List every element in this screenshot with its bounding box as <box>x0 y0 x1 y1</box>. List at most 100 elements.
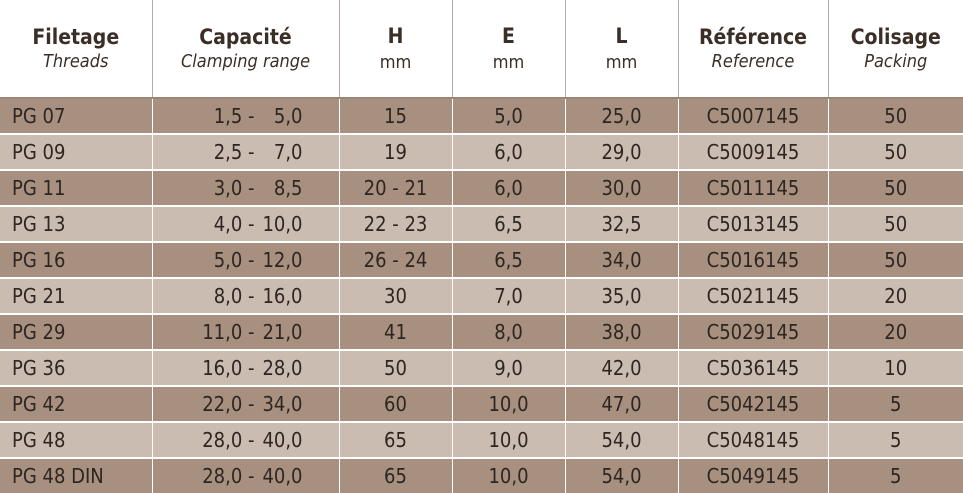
cell-clamping-range: 28,0 -40,0 <box>152 458 339 493</box>
cell-h: 22 - 23 <box>339 206 452 242</box>
cell-reference: C5011145 <box>678 170 828 206</box>
header-reference-fr: Référence <box>679 24 828 50</box>
cell-clamping-min: 16,0 - <box>177 356 255 380</box>
header-row: Filetage Threads Capacité Clamping range… <box>0 0 963 98</box>
cell-l: 42,0 <box>565 350 678 386</box>
header-h-label: H <box>340 23 452 49</box>
cell-clamping-max: 10,0 <box>255 212 303 236</box>
cell-packing: 20 <box>828 314 963 350</box>
cell-clamping-max: 28,0 <box>255 356 303 380</box>
cell-e: 8,0 <box>452 314 565 350</box>
cell-clamping-min: 28,0 - <box>177 464 255 488</box>
cell-packing: 5 <box>828 422 963 458</box>
cell-clamping-range: 8,0 -16,0 <box>152 278 339 314</box>
cell-clamping-min: 5,0 - <box>177 248 255 272</box>
cell-reference: C5042145 <box>678 386 828 422</box>
cell-clamping-max: 16,0 <box>255 284 303 308</box>
cell-clamping-range: 16,0 -28,0 <box>152 350 339 386</box>
header-threads-en: Threads <box>0 50 152 74</box>
header-l: L mm <box>565 0 678 98</box>
cell-e: 10,0 <box>452 458 565 493</box>
cell-clamping-range: 11,0 -21,0 <box>152 314 339 350</box>
cell-packing: 5 <box>828 458 963 493</box>
cell-clamping-max: 5,0 <box>255 104 303 128</box>
cell-l: 32,5 <box>565 206 678 242</box>
header-h: H mm <box>339 0 452 98</box>
cell-clamping-range: 1,5 -5,0 <box>152 98 339 134</box>
cell-reference: C5009145 <box>678 134 828 170</box>
cell-h: 60 <box>339 386 452 422</box>
cell-packing: 20 <box>828 278 963 314</box>
cell-clamping-min: 28,0 - <box>177 428 255 452</box>
cell-clamping-min: 8,0 - <box>177 284 255 308</box>
cell-clamping-min: 4,0 - <box>177 212 255 236</box>
cell-packing: 50 <box>828 134 963 170</box>
cell-reference: C5021145 <box>678 278 828 314</box>
cell-packing: 50 <box>828 242 963 278</box>
header-packing-fr: Colisage <box>829 24 963 50</box>
cell-reference: C5049145 <box>678 458 828 493</box>
cell-l: 47,0 <box>565 386 678 422</box>
cell-clamping-max: 21,0 <box>255 320 303 344</box>
header-e-label: E <box>453 23 565 49</box>
cell-packing: 5 <box>828 386 963 422</box>
cell-clamping-min: 3,0 - <box>177 176 255 200</box>
header-e: E mm <box>452 0 565 98</box>
cell-thread: PG 13 <box>0 206 152 242</box>
cell-e: 6,0 <box>452 170 565 206</box>
cell-thread: PG 29 <box>0 314 152 350</box>
cell-l: 35,0 <box>565 278 678 314</box>
header-h-unit: mm <box>340 51 452 75</box>
cell-h: 30 <box>339 278 452 314</box>
cell-thread: PG 42 <box>0 386 152 422</box>
cell-reference: C5013145 <box>678 206 828 242</box>
cell-l: 38,0 <box>565 314 678 350</box>
table-header: Filetage Threads Capacité Clamping range… <box>0 0 963 98</box>
cell-clamping-min: 1,5 - <box>177 104 255 128</box>
cell-e: 10,0 <box>452 386 565 422</box>
cell-reference: C5029145 <box>678 314 828 350</box>
cell-clamping-min: 11,0 - <box>177 320 255 344</box>
cell-packing: 50 <box>828 170 963 206</box>
cell-reference: C5007145 <box>678 98 828 134</box>
cell-thread: PG 48 DIN <box>0 458 152 493</box>
cell-e: 6,0 <box>452 134 565 170</box>
cell-e: 10,0 <box>452 422 565 458</box>
cell-thread: PG 48 <box>0 422 152 458</box>
header-l-label: L <box>566 23 678 49</box>
cell-clamping-max: 40,0 <box>255 428 303 452</box>
cell-clamping-min: 22,0 - <box>177 392 255 416</box>
header-packing: Colisage Packing <box>828 0 963 98</box>
cell-thread: PG 07 <box>0 98 152 134</box>
cell-h: 15 <box>339 98 452 134</box>
header-threads: Filetage Threads <box>0 0 152 98</box>
cell-clamping-range: 2,5 -7,0 <box>152 134 339 170</box>
cell-e: 7,0 <box>452 278 565 314</box>
cell-clamping-max: 40,0 <box>255 464 303 488</box>
header-l-unit: mm <box>566 51 678 75</box>
header-clamping-range: Capacité Clamping range <box>152 0 339 98</box>
cell-clamping-max: 12,0 <box>255 248 303 272</box>
cell-clamping-range: 4,0 -10,0 <box>152 206 339 242</box>
cell-clamping-max: 7,0 <box>255 140 303 164</box>
cell-thread: PG 16 <box>0 242 152 278</box>
cell-h: 20 - 21 <box>339 170 452 206</box>
cell-h: 65 <box>339 458 452 493</box>
cell-thread: PG 11 <box>0 170 152 206</box>
cell-h: 50 <box>339 350 452 386</box>
cell-l: 30,0 <box>565 170 678 206</box>
cell-clamping-max: 8,5 <box>255 176 303 200</box>
cell-reference: C5036145 <box>678 350 828 386</box>
cell-packing: 50 <box>828 206 963 242</box>
cell-h: 65 <box>339 422 452 458</box>
